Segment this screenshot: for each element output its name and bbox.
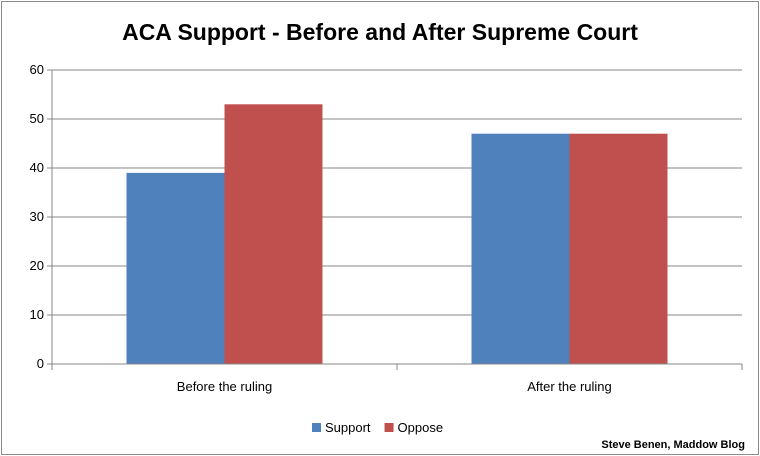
y-tick-label: 30 bbox=[30, 209, 44, 224]
bars bbox=[126, 104, 668, 365]
bar-oppose-2 bbox=[569, 133, 668, 364]
y-tick-label: 40 bbox=[30, 160, 44, 175]
y-tick-label: 20 bbox=[30, 258, 44, 273]
x-tick-label: After the ruling bbox=[527, 379, 612, 394]
legend-swatch-support bbox=[312, 423, 321, 432]
x-tick-label: Before the ruling bbox=[177, 379, 272, 394]
y-tick-label: 10 bbox=[30, 307, 44, 322]
bar-oppose-1 bbox=[224, 104, 323, 365]
chart-title: ACA Support - Before and After Supreme C… bbox=[122, 19, 638, 45]
y-tick-label: 0 bbox=[37, 356, 44, 371]
bar-support-2 bbox=[471, 133, 570, 364]
y-tick-label: 50 bbox=[30, 111, 44, 126]
legend-label-support: Support bbox=[325, 420, 371, 435]
legend-swatch-oppose bbox=[384, 423, 394, 432]
y-axis-ticks: 0 10 20 30 40 50 60 bbox=[30, 62, 44, 371]
x-axis-labels: Before the ruling After the ruling bbox=[177, 379, 612, 394]
y-tick-label: 60 bbox=[30, 62, 44, 77]
bar-support-1 bbox=[126, 172, 225, 364]
axes bbox=[47, 69, 743, 370]
credit-text: Steve Benen, Maddow Blog bbox=[601, 439, 745, 451]
legend: Support Oppose bbox=[312, 420, 443, 435]
legend-label-oppose: Oppose bbox=[398, 420, 444, 435]
